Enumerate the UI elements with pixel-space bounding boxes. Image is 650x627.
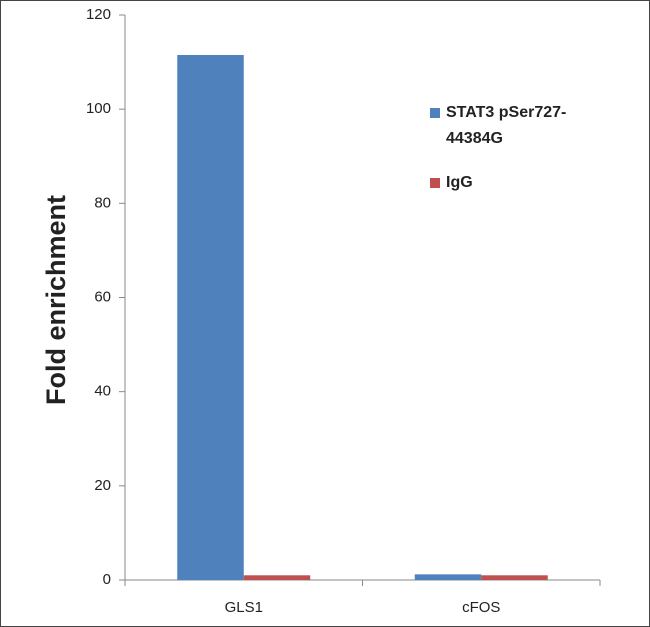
bar [481, 575, 548, 580]
y-tick-label: 100 [86, 100, 111, 117]
legend-item: STAT3 pSer727-44384G [430, 100, 610, 152]
legend-item: IgG [430, 170, 610, 196]
bar [414, 574, 482, 580]
x-tick-label: cFOS [462, 599, 500, 616]
y-tick-label: 0 [103, 571, 111, 588]
bar [177, 55, 244, 581]
legend: STAT3 pSer727-44384G IgG [430, 100, 610, 214]
legend-label: STAT3 pSer727-44384G [446, 104, 567, 147]
legend-swatch [430, 178, 440, 188]
legend-swatch [430, 108, 440, 118]
y-tick-label: 120 [86, 6, 111, 23]
y-axis-label: Fold enrichment [41, 195, 71, 405]
legend-label: IgG [446, 174, 473, 191]
y-tick-label: 40 [94, 383, 111, 400]
y-tick-label: 20 [94, 477, 111, 494]
bar [243, 575, 311, 580]
y-tick-label: 80 [94, 194, 111, 211]
y-tick-label: 60 [94, 288, 111, 305]
x-tick-label: GLS1 [225, 599, 263, 616]
